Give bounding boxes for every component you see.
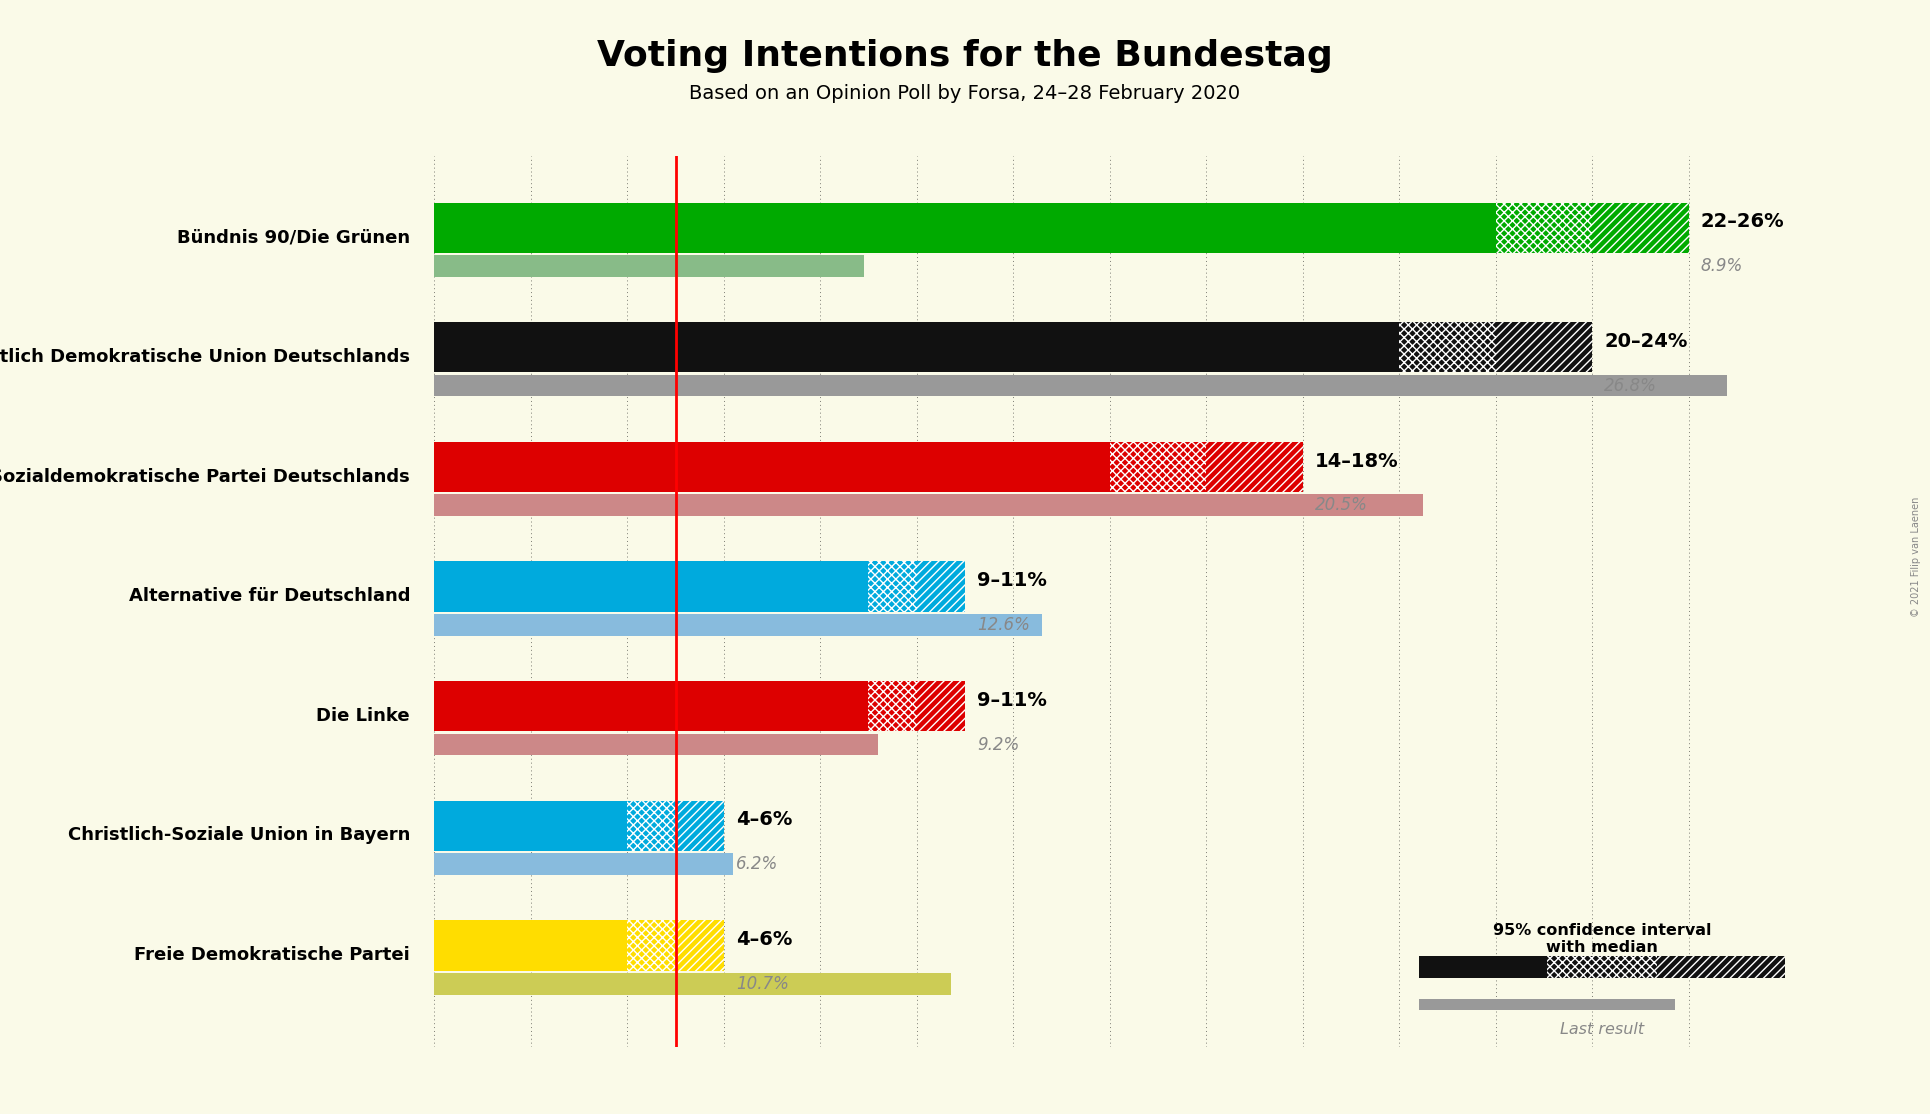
Text: 6.2%: 6.2%: [735, 856, 778, 873]
Text: Christlich Demokratische Union Deutschlands: Christlich Demokratische Union Deutschla…: [0, 348, 409, 365]
Text: © 2021 Filip van Laenen: © 2021 Filip van Laenen: [1911, 497, 1922, 617]
Bar: [434, 973, 950, 995]
Bar: [434, 495, 1422, 516]
Bar: [1548, 957, 1656, 978]
Text: 9–11%: 9–11%: [977, 571, 1046, 590]
Text: Sozialdemokratische Partei Deutschlands: Sozialdemokratische Partei Deutschlands: [0, 468, 409, 486]
Text: Christlich-Soziale Union in Bayern: Christlich-Soziale Union in Bayern: [68, 827, 409, 844]
Text: 4–6%: 4–6%: [735, 810, 791, 830]
Bar: [627, 801, 675, 851]
Bar: [434, 375, 1727, 397]
Bar: [1110, 442, 1206, 492]
Bar: [1592, 203, 1689, 253]
Text: 9.2%: 9.2%: [977, 735, 1019, 753]
Bar: [1496, 203, 1592, 253]
Text: with median: with median: [1546, 940, 1658, 955]
Bar: [434, 681, 868, 732]
Bar: [1419, 999, 1675, 1010]
Text: Freie Demokratische Partei: Freie Demokratische Partei: [135, 946, 409, 964]
Text: 14–18%: 14–18%: [1314, 451, 1399, 470]
Text: 9–11%: 9–11%: [977, 691, 1046, 710]
Text: 20.5%: 20.5%: [1314, 496, 1368, 515]
Bar: [1206, 442, 1303, 492]
Bar: [917, 681, 965, 732]
Bar: [434, 561, 868, 612]
Bar: [1656, 957, 1785, 978]
Text: 4–6%: 4–6%: [735, 930, 791, 949]
Bar: [1496, 322, 1592, 372]
Text: Voting Intentions for the Bundestag: Voting Intentions for the Bundestag: [596, 39, 1334, 74]
Text: 20–24%: 20–24%: [1604, 332, 1687, 351]
Bar: [434, 734, 878, 755]
Text: Based on an Opinion Poll by Forsa, 24–28 February 2020: Based on an Opinion Poll by Forsa, 24–28…: [689, 84, 1241, 102]
Bar: [676, 801, 724, 851]
Text: 22–26%: 22–26%: [1700, 213, 1785, 232]
Bar: [434, 442, 1110, 492]
Text: 10.7%: 10.7%: [735, 975, 789, 993]
Bar: [434, 255, 863, 276]
Bar: [434, 853, 733, 874]
Text: Alternative für Deutschland: Alternative für Deutschland: [129, 587, 409, 605]
Bar: [434, 203, 1496, 253]
Bar: [1419, 957, 1548, 978]
Bar: [917, 561, 965, 612]
Bar: [627, 920, 675, 970]
Bar: [868, 681, 917, 732]
Text: Last result: Last result: [1559, 1023, 1644, 1037]
Text: 8.9%: 8.9%: [1700, 257, 1743, 275]
Bar: [434, 801, 627, 851]
Bar: [868, 561, 917, 612]
Bar: [434, 614, 1042, 636]
Text: 26.8%: 26.8%: [1604, 377, 1658, 394]
Bar: [434, 920, 627, 970]
Bar: [676, 920, 724, 970]
Text: Die Linke: Die Linke: [317, 706, 409, 725]
Text: Bündnis 90/Die Grünen: Bündnis 90/Die Grünen: [178, 228, 409, 246]
Bar: [1399, 322, 1496, 372]
Text: 95% confidence interval: 95% confidence interval: [1492, 922, 1712, 938]
Text: 12.6%: 12.6%: [977, 616, 1031, 634]
Bar: [434, 322, 1399, 372]
